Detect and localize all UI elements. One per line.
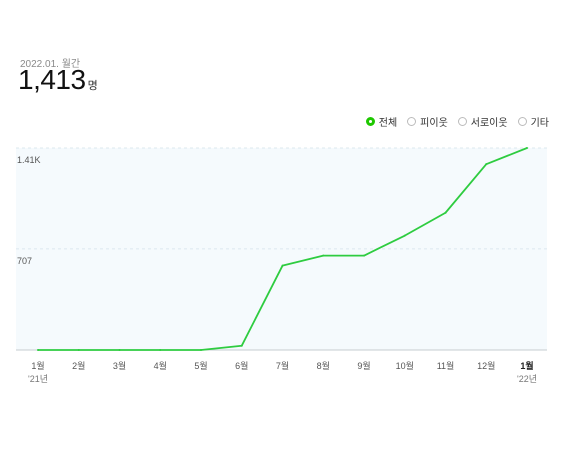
y-tick-label: 1.41K: [17, 155, 41, 165]
data-point: [281, 264, 284, 267]
data-point: [485, 163, 488, 166]
x-tick-label: 8월: [317, 360, 330, 371]
x-tick-label: 11월: [437, 360, 455, 371]
radio-icon[interactable]: [365, 117, 375, 126]
data-point: [118, 349, 121, 351]
data-point: [159, 349, 162, 351]
x-tick-label: 7월: [276, 360, 289, 371]
x-tick-label: 3월: [113, 360, 126, 371]
x-tick-label: 5월: [194, 360, 207, 371]
y-tick-label: 707: [17, 256, 32, 266]
data-point: [444, 211, 447, 214]
x-tick-label: 12월: [477, 360, 495, 371]
x-tick-label: 6월: [235, 360, 248, 371]
radio-icon[interactable]: [407, 117, 417, 126]
x-tick-label: 2월: [72, 360, 85, 371]
x-tick-label: 9월: [357, 360, 370, 371]
data-point: [240, 344, 243, 347]
filter-label: 기타: [530, 118, 549, 129]
data-point: [363, 254, 365, 257]
series-filter: 전체 피이웃 서로이웃 기타: [365, 114, 549, 129]
x-tick-label: 4월: [154, 360, 167, 371]
filter-label: 서로이웃: [470, 118, 508, 129]
x-tick-label: 10월: [396, 360, 414, 371]
filter-option-neighbor[interactable]: 피이웃: [407, 114, 448, 129]
period-label: 2022.01. 월간: [20, 59, 81, 70]
filter-option-other[interactable]: 기타: [517, 114, 549, 129]
x-year-label: '22년: [517, 374, 537, 384]
filter-option-mutual-neighbor[interactable]: 서로이웃: [457, 114, 508, 129]
data-point: [200, 349, 202, 351]
visitor-total: 1,413 명: [18, 64, 98, 96]
radio-icon[interactable]: [517, 117, 527, 126]
data-point: [77, 349, 80, 351]
data-point: [322, 254, 325, 257]
filter-option-all[interactable]: 전체: [365, 114, 398, 129]
x-tick-label: 1월: [520, 360, 533, 371]
filter-label: 전체: [378, 118, 398, 129]
x-tick-label: 1월: [31, 360, 44, 371]
x-year-label: '21년: [28, 374, 48, 384]
radio-icon[interactable]: [457, 117, 467, 126]
data-point: [37, 349, 39, 351]
visitor-total-value: 1,413: [18, 64, 86, 95]
filter-label: 피이웃: [420, 118, 448, 129]
visitor-total-unit: 명: [87, 80, 98, 92]
data-point: [526, 147, 528, 149]
data-point: [403, 234, 406, 237]
